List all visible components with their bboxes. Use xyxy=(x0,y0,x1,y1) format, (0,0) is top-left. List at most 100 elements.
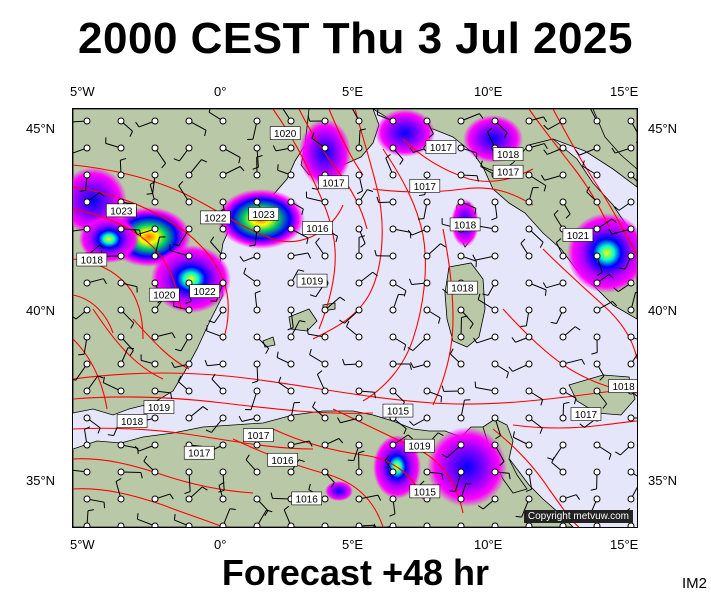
wind-barb-feather xyxy=(309,348,312,355)
svg-text:1022: 1022 xyxy=(204,213,227,224)
wind-barb-feather xyxy=(173,514,176,521)
wind-station xyxy=(287,198,304,215)
station-circle xyxy=(559,117,567,125)
wind-station xyxy=(83,375,104,395)
station-circle xyxy=(321,198,329,206)
svg-text:1021: 1021 xyxy=(567,231,590,242)
wind-barb-feather xyxy=(317,370,323,375)
wind-barb-feather xyxy=(508,366,513,372)
station-circle xyxy=(321,495,329,503)
wind-barb-feather xyxy=(512,431,515,438)
station-circle xyxy=(117,171,125,179)
land-mallorca xyxy=(288,308,318,332)
wind-station xyxy=(525,143,548,152)
wind-barb-feather xyxy=(441,473,444,480)
wind-station xyxy=(559,494,581,503)
station-circle xyxy=(525,495,533,503)
wind-station xyxy=(525,116,548,125)
station-circle xyxy=(593,495,601,503)
station-circle xyxy=(253,333,261,341)
wind-barb-feather xyxy=(206,324,208,332)
wind-barb-feather xyxy=(99,192,105,197)
wind-barb-feather xyxy=(99,244,105,249)
station-circle xyxy=(593,360,601,368)
lat-label-right-45n: 45°N xyxy=(648,121,678,136)
wind-station xyxy=(477,495,499,510)
wind-barb-feather xyxy=(539,427,543,434)
station-circle xyxy=(423,225,431,233)
station-circle xyxy=(525,522,533,527)
wind-station xyxy=(593,522,601,527)
wind-station xyxy=(593,218,617,233)
station-circle xyxy=(457,198,465,206)
wind-station xyxy=(423,117,434,139)
wind-station xyxy=(355,189,374,206)
wind-station xyxy=(249,225,261,247)
station-circle xyxy=(83,279,91,287)
wind-barb-feather xyxy=(307,252,312,259)
wind-station xyxy=(253,155,263,179)
wind-station xyxy=(252,144,261,170)
wind-station xyxy=(79,171,91,192)
wind-barb-feather xyxy=(409,147,414,153)
station-circle xyxy=(355,468,363,476)
wind-station xyxy=(355,387,376,399)
wind-station xyxy=(582,160,601,179)
wind-station xyxy=(593,252,603,277)
lat-label-left-45n: 45°N xyxy=(26,121,56,136)
isobar-line xyxy=(272,109,336,330)
wind-station xyxy=(550,306,567,324)
station-circle xyxy=(423,306,431,314)
station-circle xyxy=(593,468,601,476)
wind-station xyxy=(457,171,479,182)
isobar-line xyxy=(552,109,637,256)
wind-barb-feather xyxy=(409,363,412,370)
wind-barb-feather xyxy=(185,300,192,304)
wind-barb-feather xyxy=(544,289,547,296)
station-circle xyxy=(559,360,567,368)
wind-barb-feather xyxy=(476,175,479,182)
wind-barb-feather xyxy=(287,327,294,331)
svg-text:1016: 1016 xyxy=(296,494,319,505)
station-circle xyxy=(185,144,193,152)
wind-station xyxy=(149,180,159,206)
image-code: IM2 xyxy=(681,575,707,592)
wind-barb-feather xyxy=(506,372,509,379)
wind-barb-feather xyxy=(133,229,138,235)
wind-barb-feather xyxy=(611,147,616,154)
station-circle xyxy=(83,414,91,422)
wind-station xyxy=(423,522,431,527)
wind-station xyxy=(208,109,227,125)
wind-barb-feather xyxy=(208,109,211,113)
wind-station xyxy=(105,137,125,152)
station-circle xyxy=(219,333,227,341)
forecast-title: 2000 CEST Thu 3 Jul 2025 xyxy=(78,14,633,63)
rain-patch xyxy=(79,215,139,263)
wind-station xyxy=(117,347,134,368)
station-circle xyxy=(287,279,295,287)
isobar-label: 1017 xyxy=(243,428,274,442)
wind-station xyxy=(272,144,295,152)
svg-text:1015: 1015 xyxy=(414,487,437,498)
svg-text:1017: 1017 xyxy=(247,431,270,442)
wind-station xyxy=(355,271,378,287)
wind-station xyxy=(410,360,431,369)
wind-station xyxy=(211,373,227,395)
wind-barb-feather xyxy=(102,376,105,383)
isobar-line xyxy=(73,294,114,334)
station-circle xyxy=(151,495,159,503)
wind-station xyxy=(83,426,91,449)
station-circle xyxy=(287,306,295,314)
wind-barb-feather xyxy=(359,128,366,131)
wind-barb-feather xyxy=(306,237,309,244)
station-circle xyxy=(559,522,567,527)
station-circle xyxy=(151,252,159,260)
wind-station xyxy=(423,468,444,480)
wind-station xyxy=(342,358,363,368)
wind-station xyxy=(83,495,106,509)
wind-barb-feather xyxy=(129,350,134,356)
wind-station xyxy=(83,192,105,206)
wind-station xyxy=(83,509,94,527)
wind-station xyxy=(389,333,407,351)
isobar-line xyxy=(312,109,383,340)
